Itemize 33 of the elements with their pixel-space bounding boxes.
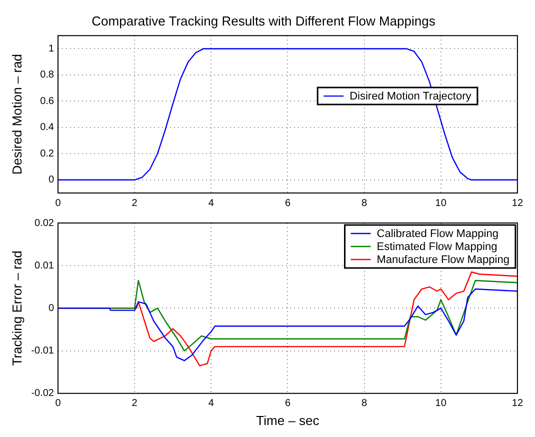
legend-label: Manufacture Flow Mapping: [376, 254, 510, 266]
x-tick-label: 2: [132, 198, 138, 209]
x-tick-label: 0: [55, 198, 62, 209]
x-axis-title: Time – sec: [256, 412, 320, 428]
x-tick-label: 4: [208, 198, 214, 209]
x-tick-label: 12: [512, 198, 524, 209]
chart-title: Comparative Tracking Results with Different Flow Mappings: [92, 13, 436, 28]
y-tick-label: 0.4: [40, 122, 54, 134]
y-tick-label: 0.6: [40, 96, 54, 107]
y-tick-label: 1: [48, 43, 54, 54]
x-tick-label: 6: [284, 398, 291, 410]
x-tick-label: 10: [435, 198, 447, 209]
legend-label: Calibrated Flow Mapping: [376, 228, 498, 240]
y-tick-label: 0.8: [40, 70, 54, 81]
y-tick-label: 0.01: [34, 260, 54, 272]
y-tick-label: 0: [48, 174, 54, 186]
legend-label: Estimated Flow Mapping: [376, 241, 498, 254]
x-tick-label: 10: [435, 398, 447, 410]
y-tick-label: -0.02: [31, 388, 54, 400]
x-tick-label: 8: [362, 398, 368, 410]
y-tick-label: -0.01: [31, 346, 54, 357]
x-tick-label: 6: [284, 198, 291, 209]
x-tick-label: 2: [132, 398, 138, 410]
y-axis-title: Desired Motion – rad: [9, 54, 24, 175]
x-tick-label: 0: [55, 398, 62, 410]
x-tick-label: 4: [208, 398, 214, 410]
y-tick-label: 0.2: [40, 148, 54, 160]
x-tick-label: 12: [512, 398, 524, 410]
y-axis-title: Tracking Error – rad: [9, 250, 24, 366]
y-tick-label: 0: [48, 302, 54, 314]
legend-label: Disired Motion Trajectory: [350, 90, 472, 103]
y-tick-label: 0.02: [34, 218, 54, 229]
x-tick-label: 8: [362, 198, 368, 209]
